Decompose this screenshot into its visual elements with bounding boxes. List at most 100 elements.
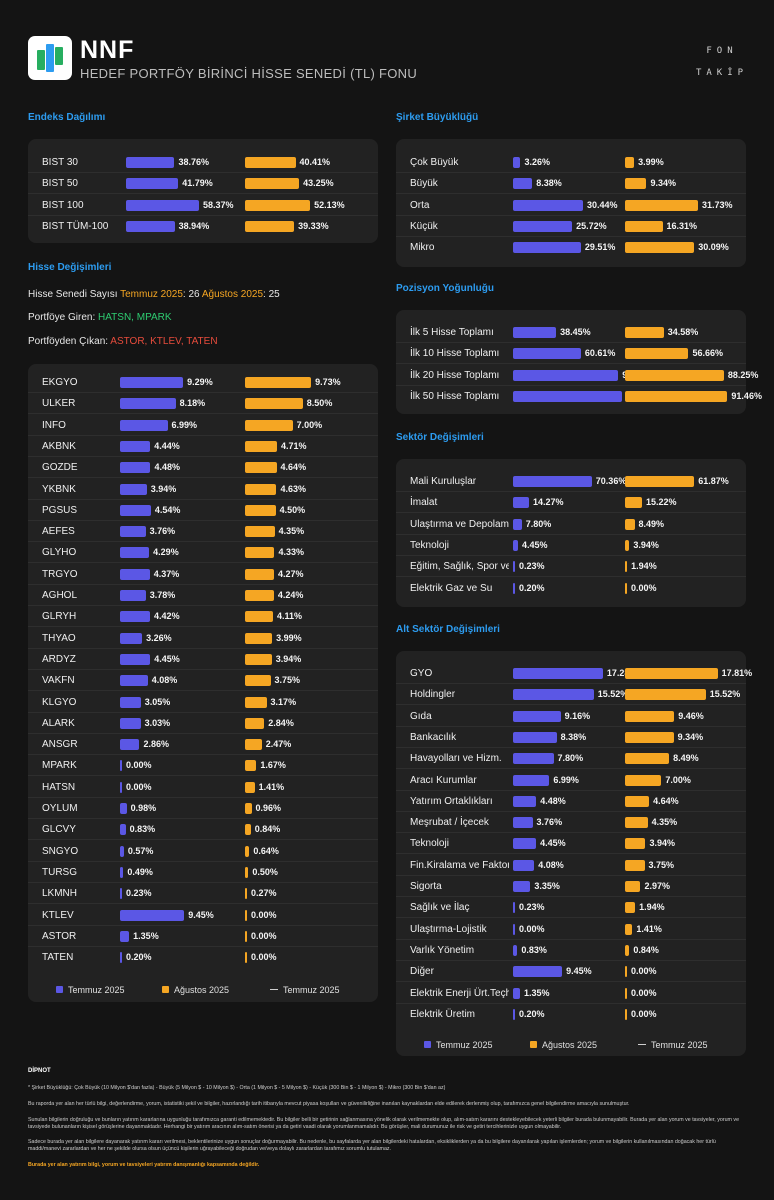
agustos-value: 15.52% (709, 689, 741, 700)
table-row: Elektrik Gaz ve Su 0.20% 0.00% (396, 578, 746, 599)
brand-line-2: TAKİP (695, 68, 749, 78)
agustos-value: 1.94% (639, 902, 665, 913)
footnote-p1: * Şirket Büyüklüğü: Çok Büyük (10 Milyon… (28, 1085, 446, 1091)
agustos-bar (625, 220, 663, 232)
agustos-bar (245, 888, 247, 900)
agustos-bar (245, 611, 273, 623)
table-row: Mikro 29.51% 30.09% (396, 237, 746, 258)
temmuz-bar (120, 696, 141, 708)
temmuz-value: 4.48% (154, 462, 180, 473)
hisse-card: EKGYO 9.29% 9.73% ULKER 8.18% 8.50% INFO 6.99% 7… (28, 364, 378, 1002)
temmuz-bar (120, 888, 122, 900)
agustos-value: 17.81% (721, 668, 753, 678)
row-label: Elektrik Gaz ve Su (410, 582, 493, 594)
row-label: BIST 30 (42, 157, 78, 168)
row-label: OYLUM (42, 803, 78, 814)
agustos-bar (625, 157, 635, 168)
agustos-value: 40.41% (299, 157, 331, 167)
row-label: Çok Büyük (410, 157, 459, 168)
agustos-value: 0.84% (633, 944, 659, 955)
agustos-bar (625, 710, 675, 722)
table-row: BIST 100 58.37% 52.13% (28, 195, 378, 216)
row-label: İlk 10 Hisse Toplamı (410, 348, 500, 360)
table-row: Küçük 25.72% 16.31% (396, 216, 746, 237)
portfolio-exited-line: Portföyden Çıkan: ASTOR, KTLEV, TATEN (28, 336, 218, 348)
temmuz-bar (513, 369, 619, 381)
temmuz-bar (126, 199, 199, 211)
temmuz-bar (513, 199, 583, 211)
agustos-value: 4.35% (651, 817, 678, 828)
row-label: İlk 20 Hisse Toplamı (410, 369, 500, 381)
table-row: VAKFN 4.08% 3.75% (28, 670, 378, 692)
row-label: Ulaştırma ve Depolama (410, 518, 509, 530)
agustos-value: 9.34% (650, 178, 676, 189)
temmuz-bar (513, 902, 515, 914)
agustos-value: 88.25% (727, 369, 759, 380)
temmuz-value: 0.20% (519, 1008, 545, 1019)
temmuz-bar (513, 753, 554, 765)
table-row: EKGYO 9.29% 9.73% (28, 372, 378, 393)
agustos-value: 0.00% (631, 966, 657, 977)
temmuz-value: 4.08% (151, 675, 178, 686)
agustos-bar (245, 632, 273, 644)
row-label: Varlık Yönetim (410, 944, 475, 956)
agustos-bar (625, 369, 724, 381)
table-row: BIST 50 41.79% 43.25% (28, 173, 378, 195)
agustos-value: 4.33% (278, 547, 304, 558)
agustos-bar (245, 952, 247, 964)
legend-temmuz: Temmuz 2025 (424, 1039, 493, 1051)
fund-code: NNF (80, 36, 135, 64)
temmuz-bar (513, 689, 594, 701)
agustos-value: 4.71% (281, 440, 307, 451)
temmuz-bar (120, 866, 124, 878)
temmuz-value: 70.36% (595, 476, 627, 486)
agustos-value: 30.09% (698, 242, 729, 253)
table-row: KTLEV 9.45% 0.00% (28, 905, 378, 926)
table-row: Teknoloji 4.45% 3.94% (396, 833, 746, 855)
temmuz-value: 3.78% (149, 590, 176, 600)
row-label: Gıda (410, 710, 432, 722)
row-label: BIST 100 (42, 199, 84, 211)
agustos-value: 3.75% (274, 675, 301, 686)
agustos-value: 61.87% (698, 476, 729, 486)
agustos-value: 2.84% (268, 717, 294, 728)
table-row: OYLUM 0.98% 0.96% (28, 798, 378, 819)
table-row: YKBNK 3.94% 4.63% (28, 479, 378, 500)
temmuz-value: 3.26% (146, 632, 172, 643)
agustos-value: 4.24% (277, 590, 304, 600)
temmuz-bar (120, 845, 124, 857)
row-label: TRGYO (42, 568, 78, 580)
temmuz-bar (513, 476, 592, 487)
temmuz-value: 4.48% (540, 795, 566, 806)
row-label: PGSUS (42, 504, 78, 516)
agustos-bar (245, 526, 275, 538)
agustos-value: 4.64% (653, 795, 679, 806)
table-row: İmalat 14.27% 15.22% (396, 492, 746, 514)
agustos-bar (245, 739, 262, 751)
temmuz-value: 3.03% (144, 717, 171, 728)
row-label: THYAO (42, 632, 76, 644)
temmuz-value: 0.23% (519, 902, 545, 913)
legend-temmuz: Temmuz 2025 (56, 984, 125, 996)
temmuz-value: 1.35% (524, 987, 550, 998)
temmuz-value: 60.61% (584, 348, 616, 359)
temmuz-value: 9.29% (187, 377, 213, 387)
table-row: Sigorta 3.35% 2.97% (396, 876, 746, 897)
agustos-value: 0.00% (251, 952, 277, 963)
portfolio-entered-value: HATSN, MPARK (98, 312, 172, 323)
temmuz-value: 7.80% (557, 753, 584, 764)
temmuz-bar (120, 739, 140, 751)
agustos-value: 9.46% (678, 710, 704, 721)
temmuz-bar (120, 717, 141, 729)
row-label: SNGYO (42, 845, 79, 857)
agustos-value: 3.75% (648, 859, 675, 870)
agustos-bar (245, 419, 293, 431)
table-row: BIST TÜM-100 38.94% 39.33% (28, 216, 378, 237)
row-label: GLCVY (42, 824, 76, 836)
agustos-value: 0.00% (631, 1008, 657, 1019)
row-label: GLRYH (42, 611, 77, 623)
temmuz-value: 6.99% (171, 419, 198, 430)
table-row: ANSGR 2.86% 2.47% (28, 734, 378, 756)
temmuz-bar (120, 547, 150, 559)
temmuz-bar (120, 760, 122, 772)
